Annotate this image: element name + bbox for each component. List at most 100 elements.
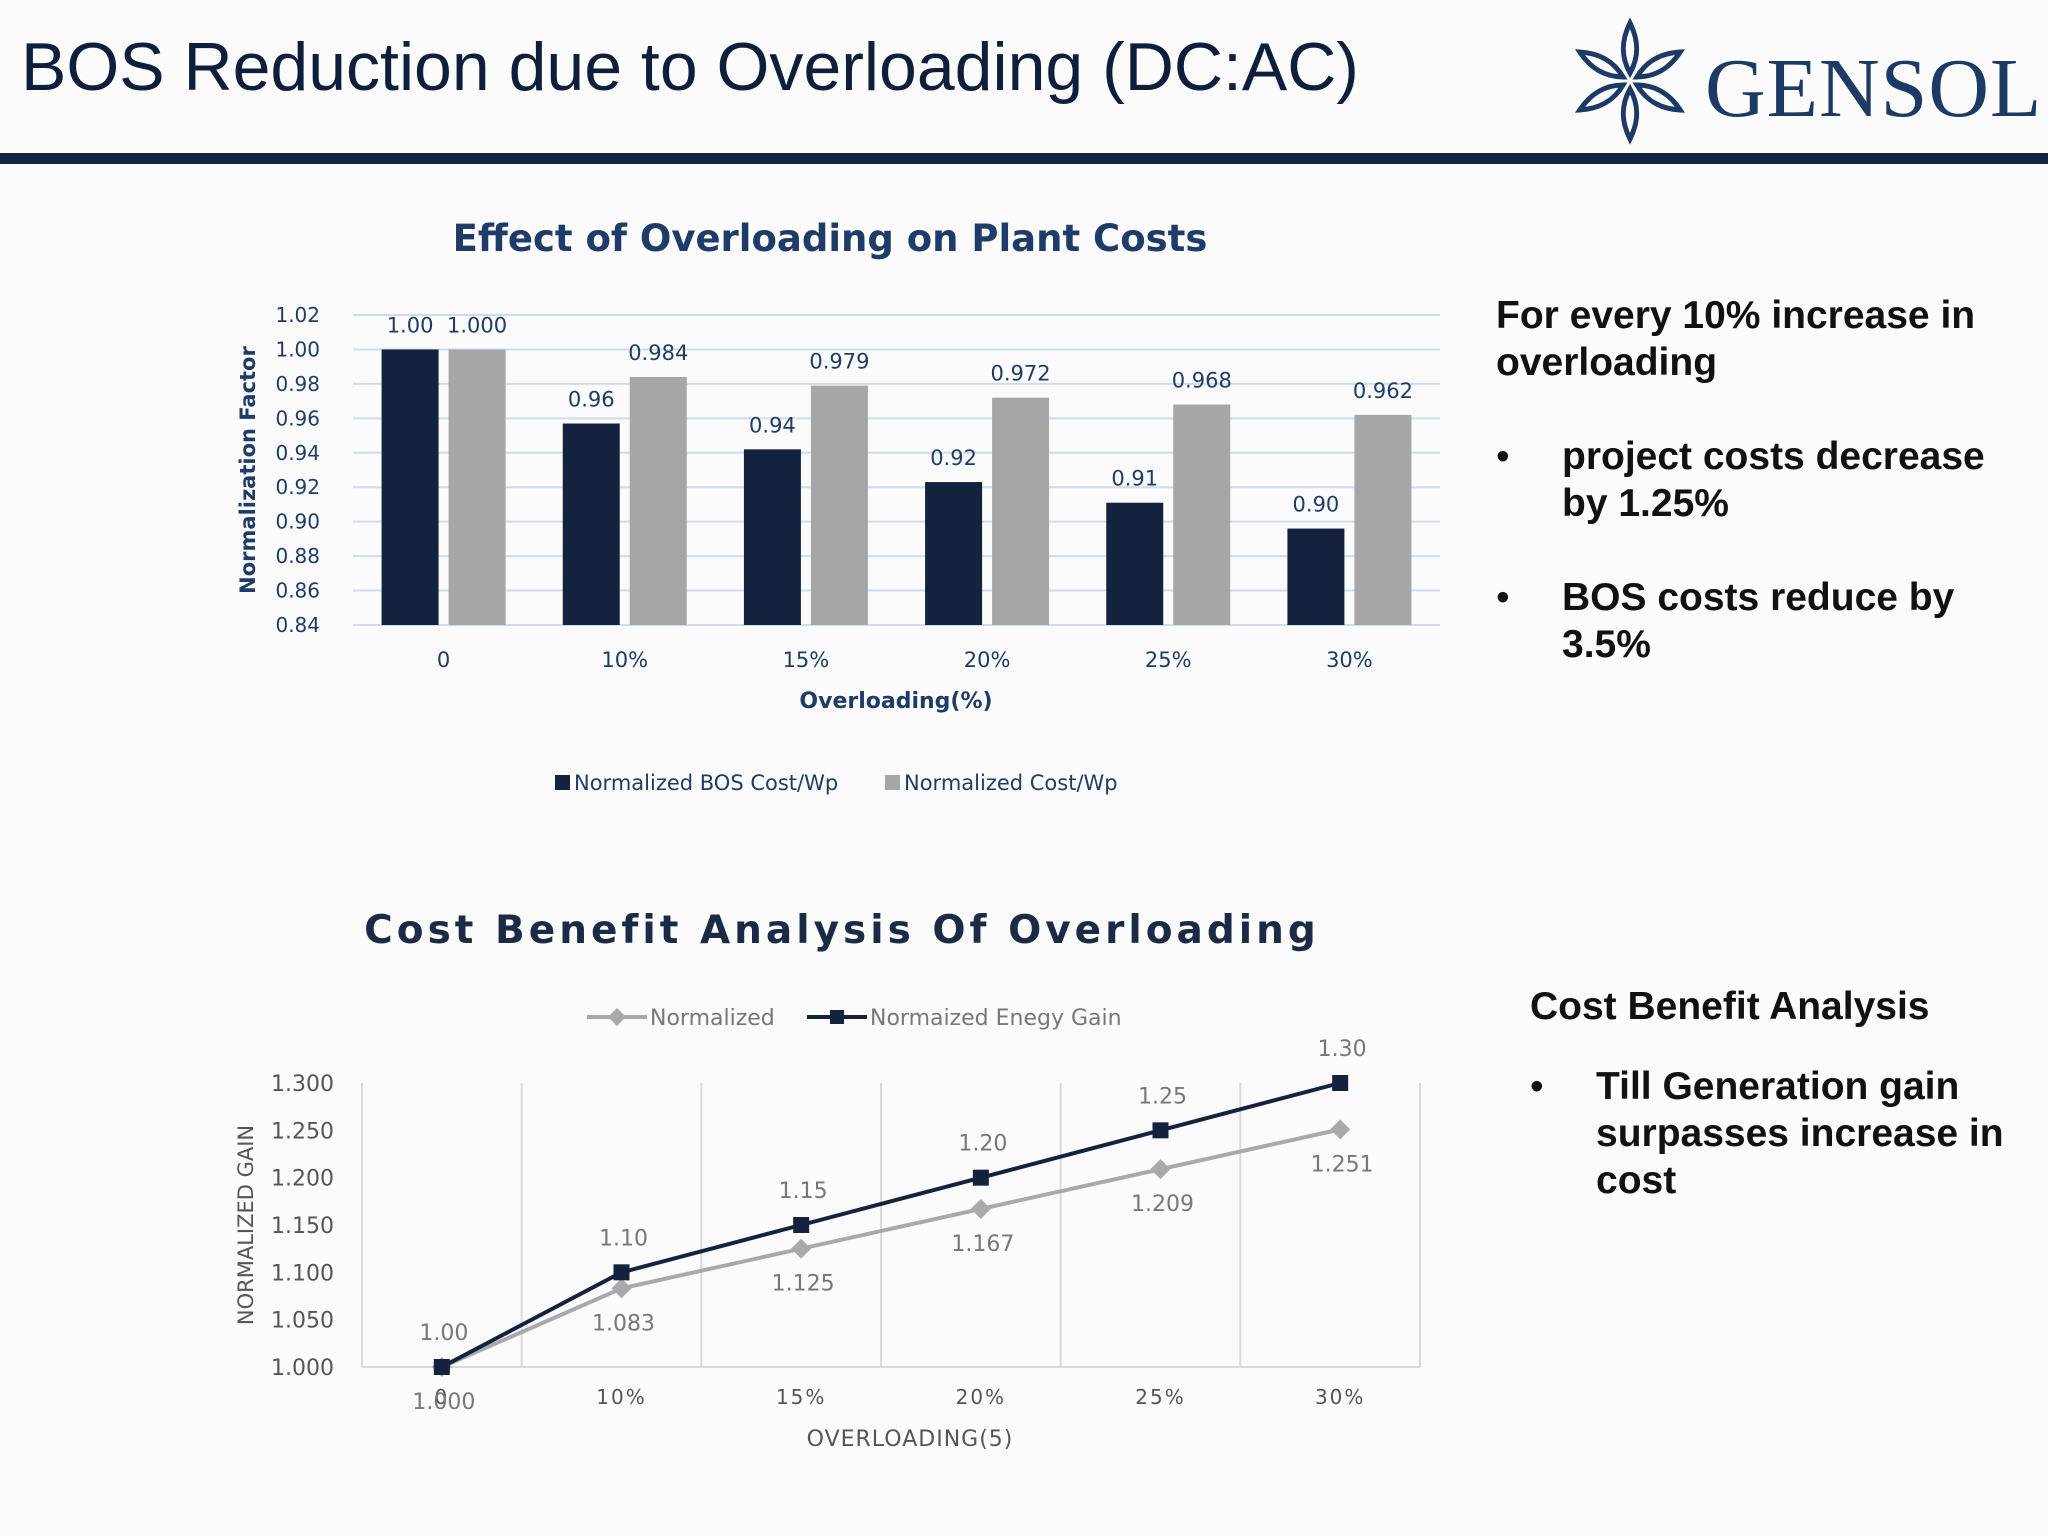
series-line: [441, 1127, 1341, 1369]
data-label: 0.96: [568, 388, 615, 412]
y-tick-label: 1.300: [271, 1072, 334, 1097]
cost-benefit-line-chart: Cost Benefit Analysis Of Overloading Norm…: [234, 908, 1421, 1452]
data-label: 0.968: [1172, 369, 1232, 393]
notes-heading: Cost Benefit Analysis: [1530, 985, 1930, 1028]
y-tick-label: 0.92: [275, 475, 320, 499]
y-tick-label: 0.88: [275, 544, 320, 568]
x-axis-title: Overloading(%): [799, 689, 992, 714]
bar: [381, 349, 439, 625]
bar: [810, 385, 868, 625]
notes-heading: For every 10% increase in overloading: [1496, 294, 1976, 384]
y-tick-label: 1.000: [271, 1356, 334, 1381]
gensol-emblem-icon: [1574, 17, 1686, 145]
data-label: 1.209: [1131, 1192, 1194, 1217]
data-point: [1150, 1159, 1171, 1180]
x-tick-label: 0: [434, 1385, 449, 1409]
y-tick-label: 1.100: [271, 1261, 334, 1286]
data-label: 0.90: [1293, 493, 1340, 517]
data-label: 0.979: [809, 350, 869, 374]
gensol-logo: GENSOL: [1565, 16, 2041, 146]
data-label: 1.251: [1311, 1152, 1374, 1177]
bar: [629, 377, 687, 625]
y-axis-title: NORMALIZED GAIN: [234, 1125, 258, 1325]
data-point: [791, 1238, 812, 1259]
legend-label: Normalized: [650, 1006, 775, 1031]
notes-bullet-list: project costs decrease by 1.25% BOS cost…: [1496, 433, 2016, 668]
notes-bullet: project costs decrease by 1.25%: [1496, 433, 2016, 527]
logo-wordmark: GENSOL: [1705, 42, 2043, 135]
bar: [1287, 528, 1345, 625]
legend-marker: [608, 1008, 626, 1026]
chart-title: Cost Benefit Analysis Of Overloading: [364, 908, 1320, 953]
data-point: [793, 1217, 810, 1233]
y-tick-label: 1.00: [275, 337, 320, 361]
slide-title: BOS Reduction due to Overloading (DC:AC): [21, 29, 1359, 105]
header-rule: [0, 153, 2048, 164]
y-tick-label: 1.02: [275, 303, 320, 327]
bar: [448, 349, 506, 625]
data-label: 1.20: [958, 1132, 1007, 1157]
y-tick-label: 1.250: [271, 1119, 334, 1144]
y-tick-label: 0.94: [275, 441, 320, 465]
y-tick-label: 1.200: [271, 1167, 334, 1192]
bar: [1173, 404, 1231, 625]
data-label: 1.25: [1138, 1084, 1187, 1109]
notes-bullet: Till Generation gain surpasses increase …: [1530, 1063, 2030, 1204]
data-point: [1330, 1119, 1351, 1140]
y-tick-label: 0.86: [275, 579, 320, 603]
x-tick-label: 15%: [783, 648, 830, 672]
data-label: 1.000: [447, 313, 507, 337]
y-axis-title: Normalization Factor: [236, 346, 260, 594]
data-label: 0.962: [1353, 379, 1413, 403]
bar: [743, 449, 801, 625]
y-tick-label: 1.150: [271, 1214, 334, 1239]
x-tick-label: 0: [437, 648, 450, 672]
data-label: 1.30: [1318, 1037, 1367, 1062]
bar: [1354, 414, 1412, 625]
data-label: 0.94: [749, 413, 796, 437]
y-tick-label: 0.84: [275, 613, 320, 637]
x-tick-label: 30%: [1326, 648, 1373, 672]
notes-bullet: BOS costs reduce by 3.5%: [1496, 574, 2016, 668]
data-label: 0.91: [1111, 467, 1158, 491]
x-tick-label: 10%: [601, 648, 648, 672]
chart-title: Effect of Overloading on Plant Costs: [453, 217, 1208, 260]
data-label: 0.92: [930, 446, 977, 470]
x-tick-label: 25%: [1135, 1385, 1185, 1409]
x-axis-title: OVERLOADING(5): [807, 1427, 1014, 1452]
notes-bullet-list: Till Generation gain surpasses increase …: [1530, 1063, 2030, 1204]
data-label: 1.000: [412, 1390, 475, 1415]
legend-label: Normalized BOS Cost/Wp: [574, 771, 838, 795]
data-label: 1.00: [387, 313, 434, 337]
x-tick-label: 30%: [1315, 1385, 1365, 1409]
bar: [1106, 502, 1164, 625]
x-tick-label: 20%: [964, 648, 1011, 672]
legend-label: Normaized Enegy Gain: [870, 1006, 1122, 1031]
bar: [925, 482, 983, 625]
data-label: 1.083: [592, 1311, 655, 1336]
data-label: 0.972: [991, 362, 1051, 386]
data-point: [613, 1264, 630, 1281]
data-label: 1.00: [419, 1321, 468, 1346]
y-tick-label: 0.90: [275, 510, 320, 534]
series-line: [440, 1081, 1341, 1369]
legend-swatch: [555, 775, 570, 790]
legend-swatch: [885, 775, 900, 790]
data-label: 1.10: [599, 1226, 648, 1251]
data-point: [970, 1198, 991, 1219]
bar: [992, 397, 1050, 625]
x-tick-label: 25%: [1145, 648, 1192, 672]
overloading-notes: For every 10% increase in overloading pr…: [1496, 292, 2016, 668]
data-point: [1152, 1122, 1169, 1139]
data-label: 1.125: [772, 1272, 835, 1297]
data-point: [972, 1169, 989, 1186]
plant-costs-bar-chart: Effect of Overloading on Plant Costs 1.02…: [236, 217, 1440, 795]
y-tick-label: 0.96: [275, 406, 320, 430]
data-label: 0.984: [628, 341, 688, 365]
legend-label: Normalized Cost/Wp: [904, 771, 1118, 795]
cost-benefit-notes: Cost Benefit Analysis Till Generation ga…: [1530, 983, 2030, 1204]
x-tick-label: 20%: [956, 1385, 1006, 1409]
y-tick-label: 1.050: [271, 1309, 334, 1334]
y-tick-label: 0.98: [275, 372, 320, 396]
data-label: 1.167: [951, 1232, 1014, 1257]
